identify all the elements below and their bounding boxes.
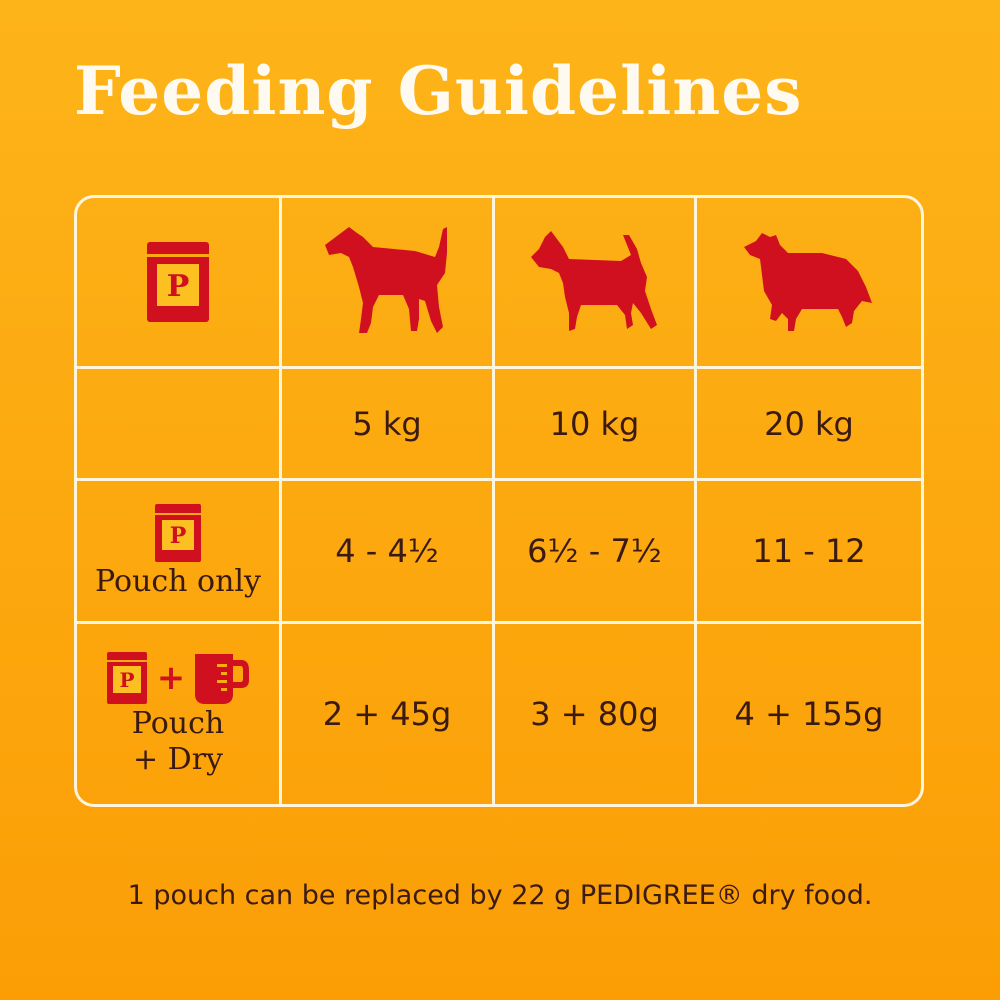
pouch-dry-10kg: 3 + 80g bbox=[530, 695, 659, 733]
pouch-dry-5kg: 2 + 45g bbox=[322, 695, 452, 733]
pouch-dry-label-line1: Pouch bbox=[131, 706, 225, 741]
collie-dog-cell bbox=[697, 198, 921, 366]
weight-5kg: 5 kg bbox=[352, 404, 422, 443]
row-divider bbox=[77, 366, 921, 369]
weight-20kg: 20 kg bbox=[764, 404, 854, 443]
pouch-only-label: Pouch only bbox=[95, 564, 261, 599]
pouch-dry-20kg: 4 + 155g bbox=[734, 695, 884, 733]
row-divider bbox=[77, 478, 921, 481]
header-pouch-cell: P bbox=[77, 198, 279, 366]
row-divider bbox=[77, 621, 921, 624]
pouch-dry-icons: P + bbox=[105, 650, 252, 706]
pouch-letter: P bbox=[119, 668, 134, 692]
pouch-only-10kg: 6½ - 7½ bbox=[527, 532, 662, 570]
pouch-icon: P bbox=[145, 240, 211, 324]
small-dog-icon bbox=[319, 223, 455, 341]
measuring-cup-icon bbox=[193, 650, 251, 706]
weight-label-cell bbox=[77, 369, 279, 478]
page-title: Feeding Guidelines bbox=[74, 52, 803, 130]
pouch-icon: P bbox=[105, 650, 149, 706]
pouch-dry-label-line2: + Dry bbox=[132, 742, 223, 777]
terrier-dog-icon bbox=[529, 229, 661, 335]
column-divider bbox=[694, 198, 697, 804]
pouch-letter: P bbox=[167, 269, 190, 304]
collie-dog-icon bbox=[742, 231, 876, 333]
pouch-letter: P bbox=[170, 523, 187, 549]
small-dog-cell bbox=[282, 198, 492, 366]
footer-note: 1 pouch can be replaced by 22 g PEDIGREE… bbox=[127, 880, 873, 911]
pouch-icon: P bbox=[153, 502, 203, 564]
column-divider bbox=[492, 198, 495, 804]
plus-sign: + bbox=[156, 658, 186, 698]
pouch-only-label-cell: P Pouch only bbox=[77, 481, 279, 621]
terrier-dog-cell bbox=[495, 198, 694, 366]
pouch-only-20kg: 11 - 12 bbox=[752, 532, 866, 570]
pouch-only-5kg: 4 - 4½ bbox=[335, 532, 439, 570]
pouch-dry-label-cell: P + Pouch + Dry bbox=[77, 624, 279, 804]
column-divider bbox=[279, 198, 282, 804]
feeding-table: P 5 kg 10 kg 20 kg bbox=[74, 195, 924, 807]
weight-10kg: 10 kg bbox=[549, 404, 640, 443]
